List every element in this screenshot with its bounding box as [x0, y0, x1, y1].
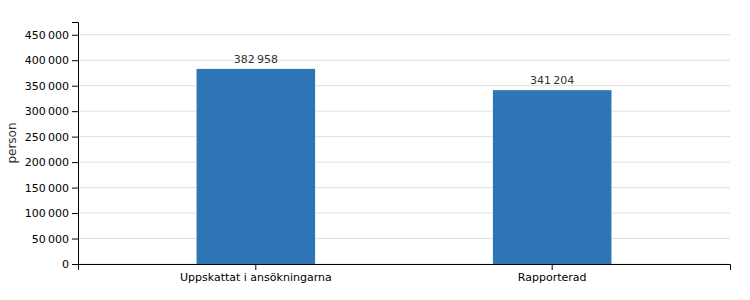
data-labels: 382 958 341 204 — [234, 53, 575, 87]
grid-line — [78, 187, 730, 188]
grid-line — [78, 213, 730, 214]
y-tick-label: 200 000 — [25, 156, 69, 169]
grid-line — [78, 34, 730, 35]
y-tick-label: 250 000 — [25, 131, 69, 144]
x-axis-line — [79, 265, 731, 271]
grid-line — [78, 85, 730, 86]
bar — [493, 90, 612, 264]
chart: 0 50 000 100 000 150 000 200 000 250 000 300 0… — [0, 0, 750, 300]
y-tick: 150 000 — [25, 182, 78, 195]
x-tick: Uppskattat i ansökningarna — [180, 264, 332, 284]
y-tick-label: 100 000 — [25, 207, 69, 220]
grid-line — [78, 60, 730, 61]
y-tick: 400 000 — [25, 54, 78, 67]
data-label: 382 958 — [234, 53, 278, 66]
grid-line — [78, 136, 730, 137]
y-axis-title: person — [5, 122, 19, 163]
bars — [197, 69, 612, 264]
y-tick: 100 000 — [25, 207, 78, 220]
y-tick-mark — [72, 188, 78, 189]
y-tick: 0 — [62, 258, 78, 271]
y-tick-mark — [72, 60, 78, 61]
y-tick-mark — [72, 111, 78, 112]
y-tick-mark — [72, 213, 78, 214]
grid-line — [78, 238, 730, 239]
grid — [78, 35, 730, 264]
y-tick-mark — [72, 86, 78, 87]
bar — [197, 69, 316, 264]
grid-line — [78, 162, 730, 163]
y-tick-label: 450 000 — [25, 29, 69, 42]
y-axis: 0 50 000 100 000 150 000 200 000 250 000 300 0… — [25, 23, 79, 272]
y-tick-mark — [72, 137, 78, 138]
y-tick: 50 000 — [32, 233, 78, 246]
x-tick: Rapporterad — [518, 264, 587, 284]
x-tick-label: Rapporterad — [518, 271, 587, 284]
y-tick: 350 000 — [25, 80, 78, 93]
x-tick-mark — [552, 264, 553, 270]
y-tick-label: 400 000 — [25, 54, 69, 67]
y-tick: 200 000 — [25, 156, 78, 169]
x-tick-label: Uppskattat i ansökningarna — [180, 271, 332, 284]
y-tick-mark — [72, 264, 78, 265]
y-tick-mark — [72, 162, 78, 163]
y-tick: 450 000 — [25, 29, 78, 42]
data-label: 341 204 — [530, 74, 574, 87]
y-axis-line — [72, 23, 79, 265]
y-tick-label: 0 — [62, 258, 69, 271]
y-tick-label: 300 000 — [25, 105, 69, 118]
y-tick-mark — [72, 35, 78, 36]
x-tick-mark — [255, 264, 256, 270]
y-tick-mark — [72, 239, 78, 240]
y-tick-label: 350 000 — [25, 80, 69, 93]
y-tick-label: 50 000 — [32, 233, 69, 246]
plot: 0 50 000 100 000 150 000 200 000 250 000 300 0… — [25, 23, 731, 284]
grid-line — [78, 111, 730, 112]
x-axis: Uppskattat i ansökningarna Rapporterad — [79, 264, 731, 284]
y-tick: 250 000 — [25, 131, 78, 144]
y-tick: 300 000 — [25, 105, 78, 118]
y-tick-label: 150 000 — [25, 182, 69, 195]
